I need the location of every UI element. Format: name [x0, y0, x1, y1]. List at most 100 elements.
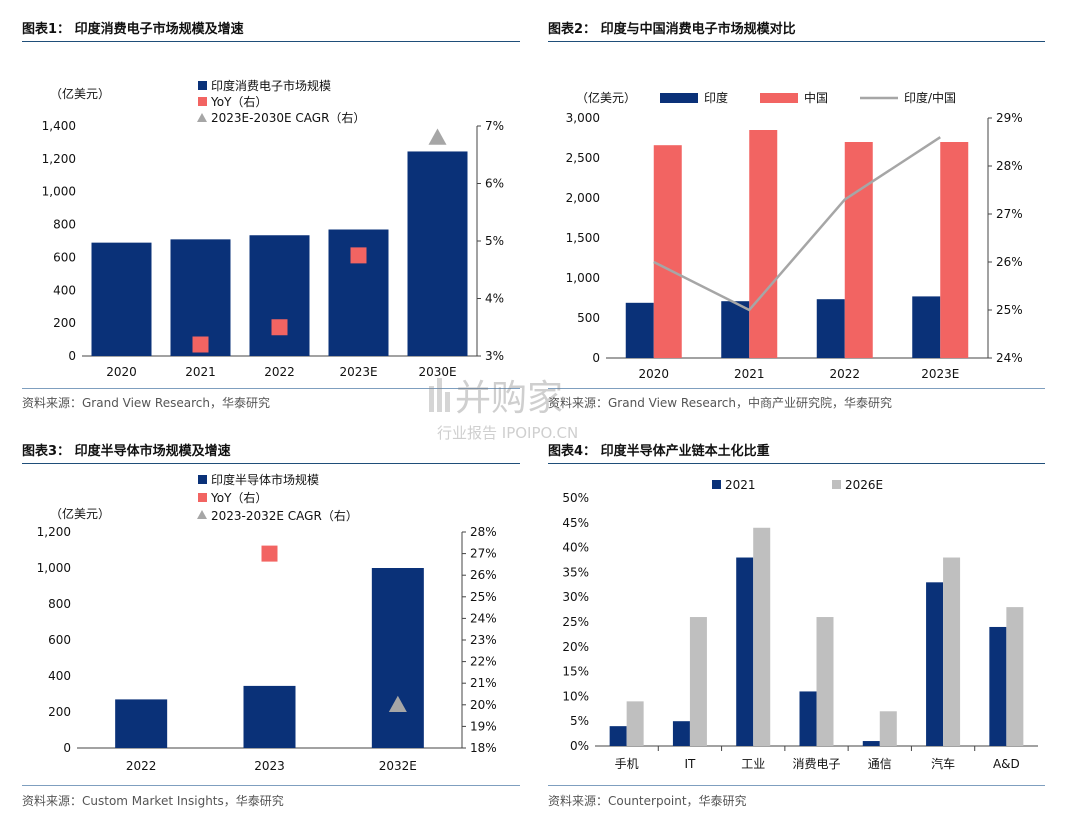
legend-swatch-bar: [198, 81, 207, 90]
x-tick-label: 2022: [126, 759, 157, 773]
legend-label-cagr: 2023-2032E CAGR（右）: [211, 508, 358, 523]
y-tick-label: 800: [53, 218, 76, 232]
yoy-marker: [261, 545, 278, 562]
y-right-tick-label: 28%: [470, 525, 497, 539]
legend-swatch-2026e: [832, 480, 841, 489]
panel-3: 图表3： 印度半导体市场规模及增速 （亿美元） 印度半导体市场规模 YoY（右） 20…: [22, 440, 520, 812]
y-tick-label: 200: [48, 705, 71, 719]
x-tick-label: 2020: [106, 365, 137, 379]
y-tick-label: 25%: [562, 615, 589, 629]
y-tick-label: 800: [48, 597, 71, 611]
y-right-tick-label: 27%: [470, 547, 497, 561]
y-tick-label: 35%: [562, 565, 589, 579]
unit-label: （亿美元）: [576, 90, 636, 105]
panel-4: 图表4： 印度半导体产业链本土化比重 2021 2026E 0% 5% 10% 15% 20…: [548, 440, 1045, 812]
y-tick-label: 500: [577, 311, 600, 325]
panel-4-bottom-rule: [548, 785, 1045, 786]
x-tick-label: 2022: [264, 365, 295, 379]
bar-china: [749, 130, 778, 358]
x-tick-label: 2023E: [339, 365, 377, 379]
cagr-marker: [388, 695, 407, 712]
x-tick-label: 2021: [734, 367, 765, 381]
legend-swatch-2021: [712, 480, 721, 489]
panel-1: 图表1： 印度消费电子市场规模及增速 （亿美元） 印度消费电子市场规模 YoY（右）…: [22, 18, 520, 413]
bar-2026e: [626, 701, 644, 746]
y-right-tick-label: 6%: [485, 177, 504, 191]
y-right-tick-label: 4%: [485, 292, 504, 306]
y-tick-label: 200: [53, 316, 76, 330]
bar: [243, 685, 296, 748]
panel-2: 图表2： 印度与中国消费电子市场规模对比 （亿美元） 印度 中国 印度/中国 0 500 1…: [548, 18, 1045, 413]
y-tick-label: 1,200: [37, 525, 71, 539]
x-tick-label: 2032E: [379, 759, 417, 773]
legend-label-2021: 2021: [725, 478, 756, 492]
bar-china: [653, 145, 682, 358]
bar-china: [940, 142, 969, 358]
legend-swatch-yoy: [198, 97, 207, 106]
ratio-line: [653, 136, 941, 312]
x-tick-label: 手机: [615, 757, 639, 771]
y-right-tick-label: 20%: [470, 698, 497, 712]
y-tick-label: 1,200: [42, 152, 76, 166]
panel-1-title: 图表1： 印度消费电子市场规模及增速: [22, 22, 244, 37]
bar-india: [721, 301, 750, 358]
x-tick-label: 2023: [254, 759, 285, 773]
y-right-tick-label: 24%: [470, 611, 497, 625]
y-tick-label: 10%: [562, 689, 589, 703]
x-tick-label: IT: [684, 757, 696, 771]
cagr-marker: [428, 128, 447, 145]
y-tick-label: 3,000: [566, 111, 600, 125]
y-right-tick-label: 29%: [996, 111, 1023, 125]
panel-2-source: 资料来源：Grand View Research，中商产业研究院，华泰研究: [548, 396, 892, 410]
legend-swatch-cagr: [197, 113, 207, 122]
chart-2: （亿美元） 印度 中国 印度/中国 0 500 1,000 1,500 2,000 2,500 3,…: [566, 90, 1023, 381]
x-tick-label: 2020: [638, 367, 669, 381]
unit-label: （亿美元）: [50, 86, 110, 101]
x-tick-label: 2030E: [418, 365, 456, 379]
panel-2-rule: [548, 41, 1045, 42]
chart-3: （亿美元） 印度半导体市场规模 YoY（右） 2023-2032E CAGR（右） 0 2…: [37, 472, 497, 773]
y-right-tick-label: 26%: [470, 568, 497, 582]
y-right-tick-label: 24%: [996, 351, 1023, 365]
bar: [371, 568, 424, 748]
y-right-tick-label: 28%: [996, 159, 1023, 173]
legend-label-yoy: YoY（右）: [210, 94, 267, 109]
panel-2-bottom-rule: [548, 388, 1045, 389]
y-tick-label: 600: [48, 633, 71, 647]
panel-3-source: 资料来源：Custom Market Insights，华泰研究: [22, 794, 284, 808]
yoy-marker: [350, 247, 367, 264]
legend-swatch-bar: [198, 475, 207, 484]
x-tick-label: 工业: [741, 757, 765, 771]
y-tick-label: 5%: [570, 714, 589, 728]
legend-label-2026e: 2026E: [845, 478, 883, 492]
bar-2021: [672, 721, 690, 746]
y-right-tick-label: 3%: [485, 349, 504, 363]
y-right-tick-label: 22%: [470, 655, 497, 669]
y-tick-label: 0: [63, 741, 71, 755]
bar-2026e: [879, 711, 897, 746]
y-right-tick-label: 23%: [470, 633, 497, 647]
legend-label-yoy: YoY（右）: [210, 490, 267, 505]
chart-4: 2021 2026E 0% 5% 10% 15% 20% 25% 30% 35% 40% 45% 50%…: [562, 478, 1038, 771]
y-tick-label: 45%: [562, 516, 589, 530]
legend-swatch-china: [760, 93, 798, 103]
bar-2026e: [943, 557, 961, 746]
y-right-tick-label: 27%: [996, 207, 1023, 221]
bar-2026e: [753, 527, 771, 746]
panel-1-source: 资料来源：Grand View Research，华泰研究: [22, 396, 270, 410]
legend-label-china: 中国: [804, 90, 828, 105]
y-right-tick-label: 5%: [485, 234, 504, 248]
panel-1-bottom-rule: [22, 388, 520, 389]
y-tick-label: 1,000: [37, 561, 71, 575]
y-tick-label: 400: [53, 283, 76, 297]
bar: [249, 235, 310, 356]
y-right-tick-label: 26%: [996, 255, 1023, 269]
x-tick-label: 通信: [868, 757, 892, 771]
panel-4-source: 资料来源：Counterpoint，华泰研究: [548, 794, 747, 808]
bar-2021: [862, 741, 880, 746]
bar-2026e: [1006, 607, 1024, 746]
bar-2021: [609, 726, 627, 746]
legend-swatch-india: [660, 93, 698, 103]
y-tick-label: 0: [68, 349, 76, 363]
y-tick-label: 1,000: [42, 185, 76, 199]
